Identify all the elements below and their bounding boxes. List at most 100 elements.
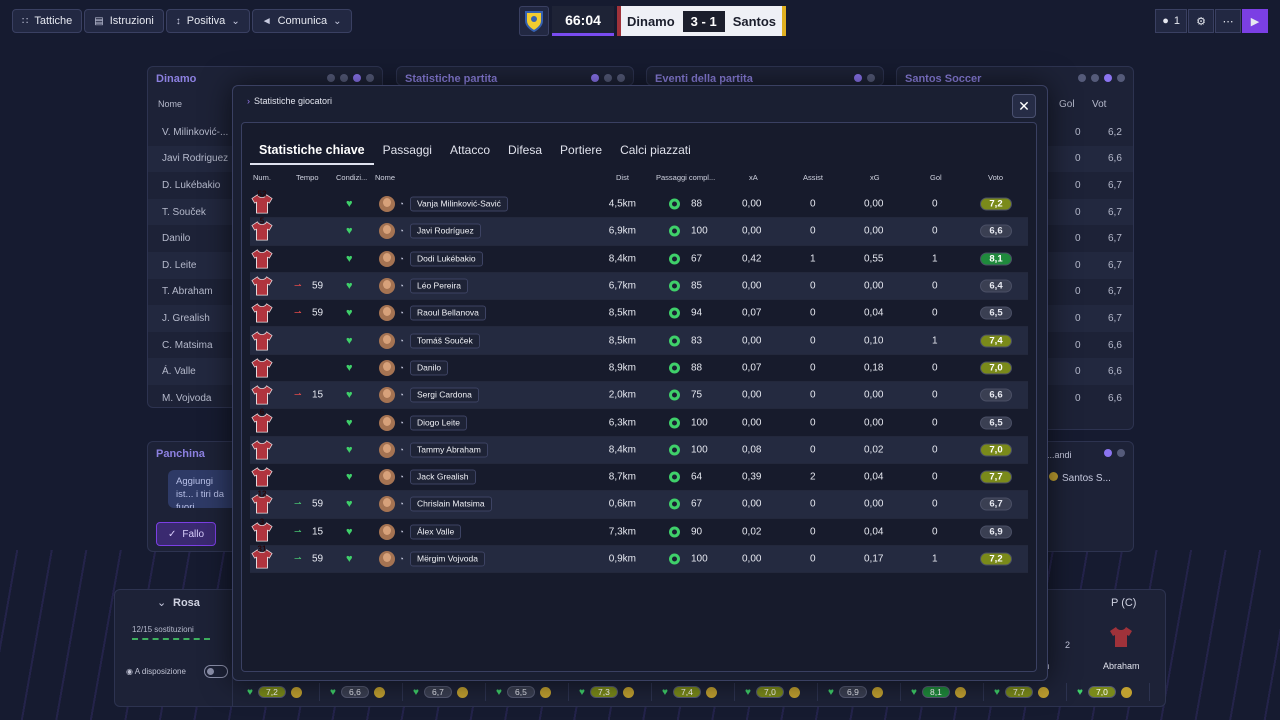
condition-heart-icon: ♥ [346,553,353,565]
header-assist[interactable]: Assist [803,173,824,182]
header-num[interactable]: Num. [253,173,271,182]
passes-value: 88 [691,362,703,374]
rating-cell[interactable]: ♥ 7,0 [1069,683,1150,701]
player-name-button[interactable]: Dodi Lukébakio [410,251,483,267]
settings-button[interactable]: ⚙ [1188,9,1214,33]
vote-badge: 7,0 [1087,686,1116,698]
table-row[interactable]: 12 ⇀ 59 ♥ ◔ Chrislain Matsima 0,6km 67 0,00 0 0,00… [250,490,1028,519]
list-item[interactable]: V. Milinković-... [148,119,382,146]
table-row[interactable]: ♥ ◔ Jack Grealish 8,7km 64 0,39 2 0,04 0 7,7 [250,464,1028,492]
tab-statistiche-chiave[interactable]: Statistiche chiave [250,141,374,165]
header-xa[interactable]: xA [749,173,758,182]
player-name-button[interactable]: Tammy Abraham [410,442,488,458]
morale-icon [622,686,634,698]
comunica-button[interactable]: ◄ Comunica ⌄ [251,9,352,33]
table-row[interactable]: ♥ ◔ Tomáš Souček 8,5km 83 0,00 0 0,10 1 7,4 [250,327,1028,355]
available-toggle[interactable] [204,665,228,678]
tab-difesa[interactable]: Difesa [508,143,543,157]
player-name: C. Matsima [162,339,213,351]
player-name-button[interactable]: Tomáš Souček [410,333,480,349]
list-item[interactable]: 0 6,7 [897,172,1133,199]
player-name-button[interactable]: Chrislain Matsima [410,496,492,512]
table-row[interactable]: 5 ♥ ◔ Javi Rodríguez 6,9km 100 0,00 0 0,00 0 6,6 [250,217,1028,246]
rating-cell[interactable]: ♥ 6,5 [488,683,569,701]
rating-cell[interactable]: ♥ 7,0 [737,683,818,701]
shirt-icon [251,276,273,296]
rating-cell[interactable]: ♥ 8,1 [903,683,984,701]
rating-cell[interactable]: ♥ 7,7 [986,683,1067,701]
close-button[interactable]: ✕ [1012,94,1036,118]
player-name-button[interactable]: Danilo [410,360,449,376]
header-gol[interactable]: Gol [930,173,942,182]
table-row[interactable]: ♥ ◔ Dodi Lukébakio 8,4km 67 0,42 1 0,55 1 8,1 [250,246,1028,273]
foul-button[interactable]: ✓ Fallo [156,522,216,546]
istruzioni-button[interactable]: ▤ Istruzioni [84,9,164,33]
rating-cell[interactable]: ♥ 7,3 [571,683,652,701]
player-name-button[interactable]: Sergi Cardona [410,387,479,403]
players-button[interactable]: ● 1 [1155,9,1187,33]
rating-cell[interactable]: ♥ 6,9 [820,683,901,701]
player-name-button[interactable]: Jack Grealish [410,469,476,485]
table-row[interactable]: ⇀ 59 ♥ ◔ Léo Pereira 6,7km 85 0,00 0 0,00 0 6,4 [250,272,1028,301]
list-item[interactable]: 0 6,7 [897,225,1133,252]
tab-calci-piazzati[interactable]: Calci piazzati [620,143,691,157]
list-item[interactable]: C. Matsima [148,332,382,359]
header-tempo[interactable]: Tempo [296,173,319,182]
table-row[interactable]: ⇀ 59 ♥ ◔ Raoul Bellanova 8,5km 94 0,07 0 0,04 0 6,5 [250,300,1028,328]
morale-icon [373,686,385,698]
player-name-button[interactable]: Léo Pereira [410,278,468,294]
list-item[interactable]: M. Vojvoda [148,385,382,412]
distance-value: 8,4km [608,444,636,456]
table-row[interactable]: ♥ ◔ Tammy Abraham 8,4km 100 0,08 0 0,02 0 7,0 [250,436,1028,464]
player-name-button[interactable]: Vanja Milinković-Savić [410,196,508,212]
header-condition[interactable]: Condizi... [336,173,368,182]
more-button[interactable]: ⋯ [1215,9,1241,33]
rating-cell[interactable]: ♥ 6,7 [405,683,486,701]
player-name-button[interactable]: Álex Valle [410,524,462,540]
list-item[interactable]: D. Lukébakio [148,172,382,199]
instruction-bubble[interactable]: Aggiungi ist... i tiri da fuori [168,470,238,508]
header-voto[interactable]: Voto [988,173,1004,182]
table-row[interactable]: 52 ♥ ◔ Vanja Milinković-Savić 4,5km 88 0,00 0 0,… [250,190,1028,219]
player-name-button[interactable]: Javi Rodríguez [410,223,481,239]
table-row[interactable]: ⇀ 15 ♥ ◔ Sergi Cardona 2,0km 75 0,00 0 0,00 0 6,6 [250,382,1028,410]
table-row[interactable]: 31 ⇀ 59 ♥ ◔ Mërgim Vojvoda 0,9km 100 0,00 0 0,17 1 7… [250,544,1028,574]
sub-out-icon: ⇀ [294,307,302,318]
avatar [379,359,395,376]
player-name-button[interactable]: Diogo Leite [410,415,468,431]
list-item[interactable]: Danilo [148,225,382,252]
table-row[interactable]: 6 ♥ ◔ Diogo Leite 6,3km 100 0,00 0 0,00 0 6,5 [250,408,1028,437]
avatar [379,551,395,567]
panel-title: Panchina [156,448,205,460]
tab-passaggi[interactable]: Passaggi [382,143,432,157]
play-button[interactable]: ▶ [1242,9,1268,33]
tattiche-button[interactable]: ∷ Tattiche [12,9,83,33]
rating-cell[interactable]: ♥ 7,4 [654,683,735,701]
header-xg[interactable]: xG [870,173,880,182]
gol-value: 0 [1075,179,1081,191]
home-team-name: Dinamo [627,13,675,29]
header-name[interactable]: Nome [375,173,396,182]
gol-value: 0 [932,471,938,483]
list-item[interactable]: 0 6,2 [897,119,1133,146]
list-item[interactable]: 0 6,6 [897,385,1133,412]
player-role-icon: ◔ [399,472,404,482]
player-name-button[interactable]: Mërgim Vojvoda [410,551,485,567]
vote-badge: 7,0 [980,361,1012,375]
chevron-down-icon[interactable]: ⌄ [157,597,167,609]
table-row[interactable]: 3 ⇀ 15 ♥ ◔ Álex Valle 7,3km 90 0,02 0 0,04 0 6,9 [250,517,1028,546]
player-name-button[interactable]: Raoul Bellanova [410,305,486,321]
tab-portiere[interactable]: Portiere [560,143,603,157]
player-name: D. Leite [162,259,197,271]
table-row[interactable]: ♥ ◔ Danilo 8,9km 88 0,07 0 0,18 0 7,0 [250,355,1028,383]
list-item[interactable]: T. Abraham [148,279,382,306]
positiva-button[interactable]: ↕ Positiva ⌄ [165,9,250,33]
rating-cell[interactable]: ♥ 7,2 [239,683,320,701]
list-item[interactable]: 0 6,7 [897,279,1133,306]
header-dist[interactable]: Dist [616,173,629,182]
tab-attacco[interactable]: Attacco [449,143,491,157]
xg-value: 0,17 [864,553,884,565]
list-item[interactable]: 0 6,6 [897,332,1133,359]
rating-cell[interactable]: ♥ 6,6 [322,683,403,701]
header-passes[interactable]: Passaggi compl... [656,173,716,182]
